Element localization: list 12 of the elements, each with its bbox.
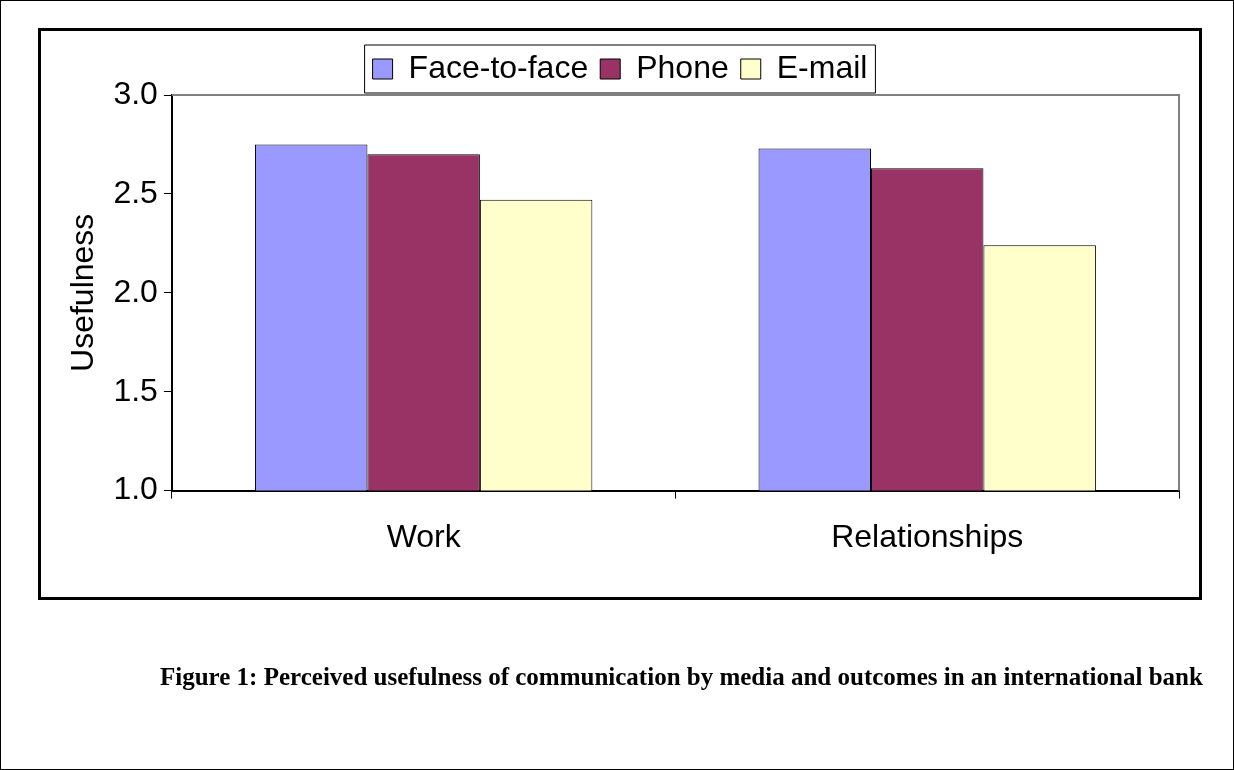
x-tick-label: Relationships [831,517,1024,554]
legend-label: E-mail [776,48,868,85]
y-tick-label: 1.5 [113,371,158,408]
caption: Figure 1: Perceived usefulness of communication by media and outcomes in an international bank [160,662,1204,692]
y-axis-title: Usefulness [64,213,101,372]
y-tick-label: 1.0 [113,470,158,507]
legend-label: Face-to-face [408,48,589,85]
y-tick-label: 3.0 [113,74,158,111]
x-tick-label: Work [386,517,462,554]
y-tick-label: 2.5 [113,173,158,210]
y-tick-label: 2.0 [113,272,158,309]
legend-label: Phone [636,48,729,85]
